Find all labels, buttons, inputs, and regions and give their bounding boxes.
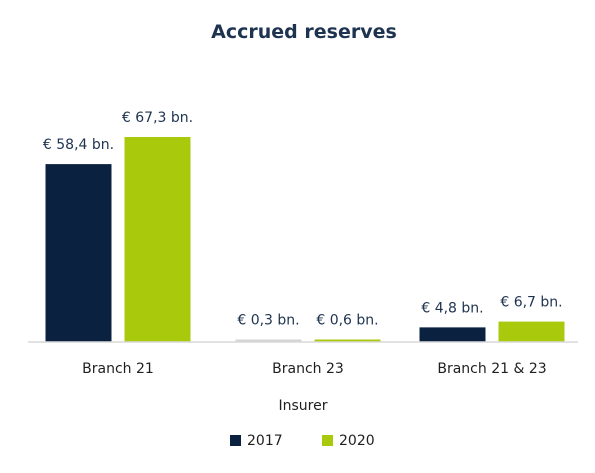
x-axis-title: Insurer — [279, 398, 328, 414]
bar-branch-23-2020 — [314, 339, 381, 342]
value-labels-group: € 58,4 bn. € 67,3 bn. € 0,3 bn. € 0,6 bn. € … — [43, 110, 563, 329]
bar-branch-21-2020 — [124, 137, 191, 342]
bars-group — [45, 137, 565, 342]
bar-branch-21-and-23-2017 — [419, 327, 486, 342]
bar-branch-21-and-23-2020 — [498, 321, 565, 342]
value-label-branch-23-2020: € 0,6 bn. — [316, 313, 378, 329]
value-label-branch-21-2020: € 67,3 bn. — [122, 110, 193, 126]
bar-branch-21-2017 — [45, 164, 112, 342]
legend-label-2017: 2017 — [247, 433, 283, 449]
category-labels-group: Branch 21 Branch 23 Branch 21 & 23 — [82, 361, 546, 377]
legend-swatch-2017 — [230, 435, 241, 446]
value-label-branch-21-and-23-2020: € 6,7 bn. — [500, 295, 562, 311]
category-label-branch-21-and-23: Branch 21 & 23 — [437, 361, 546, 377]
legend-swatch-2020 — [322, 435, 333, 446]
legend: 2017 2020 — [230, 433, 375, 449]
value-label-branch-21-and-23-2017: € 4,8 bn. — [421, 300, 483, 316]
category-label-branch-21: Branch 21 — [82, 361, 154, 377]
chart-title: Accrued reserves — [211, 21, 397, 43]
value-label-branch-23-2017: € 0,3 bn. — [237, 313, 299, 329]
category-label-branch-23: Branch 23 — [272, 361, 344, 377]
bar-branch-23-2017 — [235, 339, 302, 342]
value-label-branch-21-2017: € 58,4 bn. — [43, 137, 114, 153]
legend-label-2020: 2020 — [339, 433, 375, 449]
